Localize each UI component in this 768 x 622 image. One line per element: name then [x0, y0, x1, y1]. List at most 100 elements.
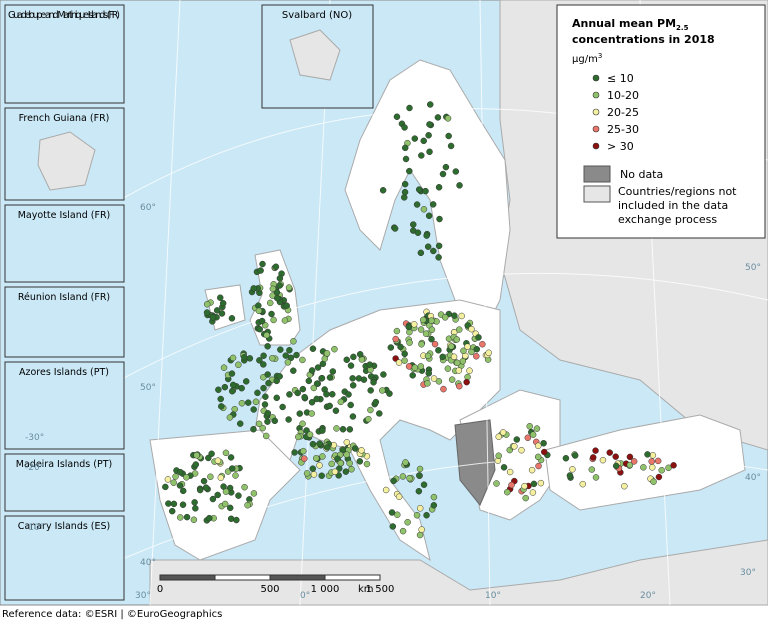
station [435, 378, 443, 385]
station [318, 472, 325, 479]
station [254, 389, 261, 397]
station [339, 426, 347, 433]
station [535, 442, 542, 450]
station [343, 439, 351, 446]
station [399, 527, 407, 535]
station [226, 504, 234, 512]
station [416, 472, 423, 479]
station [200, 477, 208, 485]
station [460, 347, 467, 355]
station [284, 359, 292, 366]
station [521, 482, 528, 490]
station [356, 351, 364, 358]
station [342, 468, 350, 475]
station [250, 490, 258, 497]
station [235, 361, 242, 369]
station [390, 477, 397, 485]
station [415, 186, 423, 193]
station [250, 285, 257, 292]
station [417, 363, 425, 370]
inset-label: Guadeloupe and Martinique Islands (FR) [8, 10, 120, 21]
station [183, 474, 190, 481]
station [328, 460, 335, 468]
station [435, 347, 442, 354]
legend-dot [592, 142, 600, 150]
graticule-label: 10° [485, 591, 501, 601]
station [420, 481, 428, 488]
station [183, 513, 191, 521]
legend-dot [592, 108, 600, 116]
graticule-label: 30° [135, 591, 151, 601]
station [331, 468, 339, 476]
station [416, 505, 424, 512]
station [442, 163, 450, 171]
station [420, 206, 428, 213]
station [391, 225, 399, 232]
station [193, 452, 200, 459]
station [418, 152, 425, 159]
station [314, 364, 322, 371]
station [463, 378, 470, 386]
station [319, 427, 326, 434]
station [626, 461, 634, 469]
station [295, 433, 302, 441]
station [431, 340, 439, 348]
scale-segment [324, 574, 381, 581]
station [326, 374, 334, 381]
station [423, 511, 430, 519]
station [343, 356, 350, 364]
station [264, 418, 271, 425]
station [401, 350, 408, 358]
legend-unit: µg/m3 [572, 52, 602, 65]
station [479, 340, 486, 348]
inset-frame [4, 286, 125, 358]
station [513, 436, 521, 443]
station [428, 317, 435, 324]
station [264, 371, 271, 378]
no-data-area [454, 419, 496, 506]
station [217, 294, 224, 301]
inset-frame [4, 453, 125, 512]
station [260, 352, 267, 360]
inset-frame [4, 515, 125, 601]
station [229, 381, 237, 389]
station [508, 481, 515, 489]
station [401, 180, 409, 188]
graticule-label: 0° [300, 591, 310, 601]
station [206, 514, 213, 522]
station [495, 433, 502, 440]
station [235, 492, 242, 499]
station [273, 377, 280, 385]
legend-class-label: 25-30 [607, 123, 639, 136]
station [468, 348, 475, 356]
station [397, 343, 404, 351]
french-guiana [37, 131, 96, 191]
station [395, 493, 403, 500]
station [250, 406, 257, 413]
station [606, 449, 614, 456]
station [299, 420, 306, 427]
station [191, 499, 198, 506]
station [262, 393, 269, 400]
station [621, 482, 628, 490]
station [256, 357, 263, 364]
station [589, 454, 597, 461]
station [346, 460, 353, 467]
station [404, 518, 411, 526]
station [221, 500, 229, 508]
station [321, 355, 329, 362]
station [363, 460, 371, 468]
station [261, 401, 269, 408]
station [286, 391, 293, 398]
station [179, 501, 187, 508]
station [350, 353, 357, 361]
station [228, 387, 236, 395]
graticule-label: 60° [140, 203, 156, 213]
station [612, 462, 620, 470]
station [435, 254, 442, 261]
station [299, 356, 306, 364]
station [333, 425, 340, 432]
station [310, 471, 318, 478]
